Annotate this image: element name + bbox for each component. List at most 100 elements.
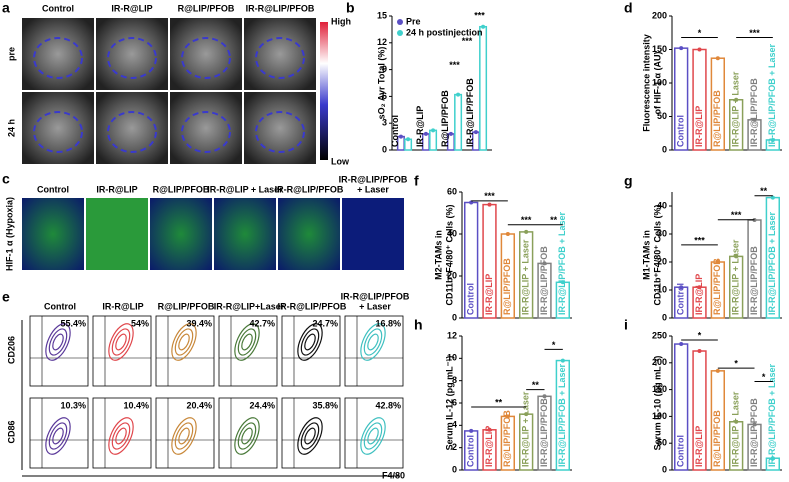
percent-label: 24.4% — [249, 400, 275, 410]
contour — [45, 417, 71, 455]
y-tick-label: 12 — [447, 330, 457, 340]
category-label: IR-R@LIP/PFOB + Laser — [767, 363, 777, 467]
y-tick-label: 20 — [447, 270, 457, 280]
legend-label: Pre — [406, 16, 421, 26]
ultrasound-image — [244, 92, 316, 164]
category-label: Control — [390, 115, 400, 147]
y-tick-label: 15 — [377, 10, 387, 20]
data-dot — [487, 427, 492, 432]
panel-letter: f — [414, 173, 419, 189]
y-axis-label: sO₂ Avr Total (%) — [376, 47, 386, 120]
data-dot — [542, 261, 547, 266]
legend-marker — [397, 19, 403, 25]
data-dot — [679, 46, 684, 51]
column-label: + Laser — [359, 301, 391, 311]
contour — [363, 328, 383, 356]
fluorescence-image — [278, 198, 340, 270]
percent-label: 16.8% — [375, 318, 401, 328]
contour — [360, 417, 386, 455]
column-label: IR-R@LIP — [111, 3, 152, 13]
contour — [115, 427, 127, 445]
percent-label: 42.7% — [249, 318, 275, 328]
column-label: Control — [44, 301, 76, 311]
flow-plot — [155, 315, 215, 387]
contour — [367, 333, 379, 351]
significance: *** — [694, 235, 705, 245]
category-label: R@LIP/PFOB — [712, 258, 722, 315]
category-label: R@LIP/PFOB — [502, 258, 512, 315]
y-tick-label: 200 — [652, 357, 667, 367]
ultrasound-image — [96, 18, 168, 90]
percent-label: 10.3% — [60, 400, 86, 410]
tumor-outline — [33, 111, 83, 153]
column-label: R@LIP/PFOB — [153, 184, 210, 194]
y-tick-label: 40 — [657, 200, 667, 210]
y-tick-label: 0 — [662, 464, 667, 474]
column-label: IR-R@LIP/PFOB — [246, 3, 315, 13]
contour — [178, 427, 190, 445]
y-tick-label: 6 — [382, 91, 387, 101]
contour — [360, 323, 386, 361]
category-label: IR-R@LIP/PFOB + Laser — [557, 211, 567, 315]
category-label: IR-R@LIP/PFOB — [465, 78, 475, 147]
contour — [234, 323, 260, 361]
bar — [429, 129, 438, 151]
data-dot — [469, 200, 474, 205]
category-label: Control — [466, 435, 476, 467]
contour — [108, 323, 134, 361]
contour — [304, 427, 316, 445]
data-dot — [505, 414, 510, 419]
significance: * — [734, 359, 738, 369]
column-label: IR-R@LIP+Laser — [214, 301, 285, 311]
axis-label: CD206 — [6, 336, 16, 364]
data-dot — [770, 195, 775, 200]
panel-letter: e — [2, 289, 10, 305]
y-tick-label: 50 — [657, 438, 667, 448]
data-dot — [448, 131, 453, 136]
data-dot — [734, 97, 739, 102]
column-label: IR-R@LIP/PFOB — [339, 174, 408, 184]
contour — [52, 427, 64, 445]
flow-plot — [281, 315, 341, 387]
y-axis-label: M2-TAMs in — [433, 230, 443, 280]
contour — [241, 427, 253, 445]
flow-plot — [155, 397, 215, 469]
data-dot — [697, 285, 702, 290]
column-label: R@LIP/PFOB — [158, 301, 215, 311]
axis-label: CD86 — [6, 420, 16, 443]
significance: *** — [474, 10, 485, 20]
data-dot — [524, 412, 529, 417]
y-tick-label: 9 — [382, 64, 387, 74]
y-tick-label: 0 — [662, 312, 667, 322]
category-label: Control — [676, 435, 686, 467]
percent-label: 42.8% — [375, 400, 401, 410]
panel-letter: i — [624, 317, 628, 333]
data-dot — [752, 117, 757, 122]
data-dot — [715, 368, 720, 373]
percent-label: 55.4% — [60, 318, 86, 328]
flow-plot — [281, 397, 341, 469]
data-dot — [505, 232, 510, 236]
category-label: Control — [466, 283, 476, 315]
y-tick-label: 8 — [452, 375, 457, 385]
column-label: Control — [37, 184, 69, 194]
fluorescence-image — [86, 198, 148, 270]
column-label: IR-R@LIP/PFOB — [275, 184, 344, 194]
column-label: IR-R@LIP — [96, 184, 137, 194]
data-dot — [560, 280, 565, 285]
category-label: IR-R@LIP + Laser — [521, 239, 531, 315]
category-label: IR-R@LIP — [484, 274, 494, 315]
ultrasound-image — [170, 18, 242, 90]
ultrasound-image — [22, 92, 94, 164]
category-label: IR-R@LIP/PFOB + Laser — [557, 363, 567, 467]
contour — [52, 333, 64, 351]
contour — [241, 333, 253, 351]
y-axis-label: Serum IL-12 (pg mL⁻¹) — [444, 356, 454, 451]
y-axis-label: CD11b⁺F4/80⁺ Cells (%) — [652, 204, 662, 305]
data-dot — [487, 202, 492, 207]
significance: *** — [484, 191, 495, 201]
axis-label: F4/80 — [382, 470, 405, 480]
significance: ** — [532, 380, 540, 390]
row-label: pre — [6, 47, 16, 61]
column-label: IR-R@LIP/PFOB — [278, 301, 347, 311]
